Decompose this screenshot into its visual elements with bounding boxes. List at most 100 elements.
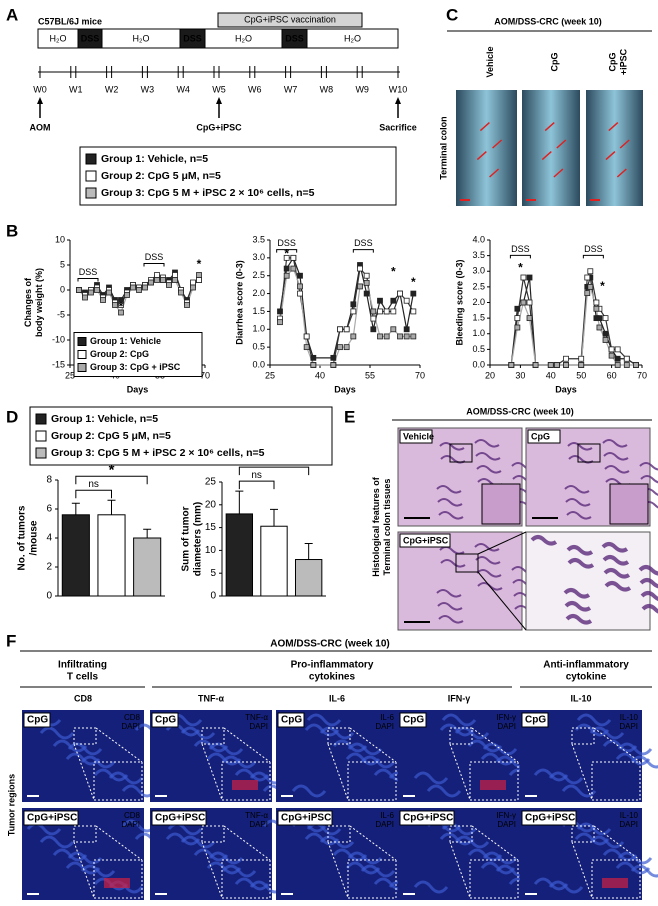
- data-point: [383, 333, 390, 340]
- x-tick-label: 40: [546, 370, 556, 380]
- tissue-texture: [426, 784, 462, 798]
- tissue-texture: [438, 511, 464, 520]
- tissue-texture: [439, 832, 475, 846]
- annotation: *: [391, 264, 396, 278]
- data-point: [190, 279, 196, 286]
- data-point: [88, 289, 94, 296]
- x-tick-label: 50: [576, 370, 586, 380]
- error-bar: [270, 508, 278, 527]
- data-point: [602, 337, 609, 343]
- data-point: [350, 333, 357, 340]
- panel-f-title: AOM/DSS-CRC (week 10): [270, 639, 389, 650]
- tumor-arrow: [556, 139, 567, 149]
- zoom-connector: [223, 825, 271, 861]
- data-point: [363, 272, 370, 279]
- legend-swatch: [35, 430, 47, 442]
- data-point: [377, 297, 383, 304]
- side-label: Histological features of: [371, 476, 381, 577]
- channel-label: IL-10: [620, 713, 639, 722]
- data-point: [124, 292, 130, 298]
- zoom-connector: [223, 727, 271, 763]
- tissue-texture: [65, 861, 101, 875]
- image-label-box: [399, 810, 455, 826]
- data-point: [602, 330, 609, 337]
- legend-label: Group 1: Vehicle, n=5: [51, 413, 158, 425]
- tissue-texture: [530, 535, 558, 546]
- week-label: W8: [320, 84, 334, 94]
- data-point: [547, 362, 554, 368]
- y-axis-label: Changes of: [23, 277, 33, 327]
- event-arrowhead: [395, 97, 401, 104]
- data-point: [584, 290, 591, 297]
- y-axis-label: Diarrhea score (0-3): [234, 260, 244, 345]
- panel-label: A: [6, 5, 18, 24]
- data-point: [343, 344, 350, 351]
- channel-label: DAPI: [375, 722, 394, 731]
- data-point: [303, 344, 310, 351]
- y-tick-label: 4: [46, 533, 52, 544]
- y-tick-label: 1.5: [252, 306, 265, 316]
- tumor-arrow: [489, 168, 500, 178]
- zoom-connector: [349, 825, 397, 861]
- zoom-inset: [93, 859, 143, 899]
- panel-label: D: [6, 407, 18, 426]
- tissue-texture: [480, 752, 516, 766]
- group-label: Pro-inflammatory: [291, 660, 374, 671]
- image-label-box: [521, 712, 549, 728]
- channel-label: IFN-γ: [496, 713, 516, 722]
- tissue-texture: [52, 848, 88, 862]
- tissue-texture: [291, 784, 327, 798]
- annotation: *: [600, 279, 605, 293]
- tissue-texture: [467, 739, 503, 753]
- row-label: Tumor regions: [6, 774, 16, 836]
- significance-label: ns: [88, 479, 99, 490]
- column-label: Vehicle: [485, 46, 495, 77]
- marker-label: CD8: [74, 693, 92, 703]
- image-label: CpG+iPSC: [155, 813, 205, 824]
- data-point: [520, 274, 527, 281]
- data-point: [608, 346, 615, 353]
- legend-swatch: [77, 337, 87, 346]
- annotation: DSS: [277, 238, 296, 248]
- data-point: [526, 274, 533, 281]
- data-point: [587, 283, 594, 290]
- tissue-texture: [641, 604, 658, 614]
- zoom-connector: [327, 841, 349, 899]
- zoom-inset: [609, 483, 649, 525]
- tissue-texture: [640, 591, 658, 602]
- tissue-texture: [306, 713, 342, 727]
- data-point: [118, 302, 124, 308]
- zoom-inset: [591, 859, 641, 899]
- week-label: W6: [248, 84, 262, 94]
- tissue-texture: [438, 615, 464, 624]
- y-tick-label: 3.5: [472, 250, 485, 260]
- y-axis-label: No. of tumors: [17, 505, 28, 570]
- week-label: W9: [355, 84, 369, 94]
- y-axis-label: diameters (mm): [193, 502, 204, 576]
- x-tick-label: 70: [415, 370, 425, 380]
- data-point: [403, 326, 410, 333]
- tissue-texture: [563, 588, 591, 599]
- y-tick-label: 2.5: [252, 270, 265, 280]
- data-point: [94, 287, 100, 293]
- annotation: DSS: [511, 244, 530, 254]
- tissue-texture: [206, 752, 242, 766]
- data-point: [196, 272, 202, 278]
- annotation: DSS: [79, 267, 98, 277]
- data-point: [100, 297, 106, 303]
- channel-label: DAPI: [249, 722, 268, 731]
- data-point: [563, 362, 569, 368]
- data-point: [142, 284, 148, 291]
- zoom-connector: [201, 841, 223, 899]
- zoom-inset: [347, 761, 397, 801]
- bar: [225, 513, 254, 597]
- positive-signal: [602, 878, 628, 888]
- channel-label: DAPI: [619, 820, 638, 829]
- tumor-arrow: [608, 122, 619, 132]
- data-point: [587, 268, 594, 275]
- y-tick-label: 10: [55, 234, 65, 244]
- legend-label: Group 2: CpG 5 μM, n=5: [101, 170, 221, 182]
- y-axis-label: body weight (%): [34, 268, 44, 337]
- dss-bracket: [77, 278, 99, 282]
- data-point: [172, 272, 178, 278]
